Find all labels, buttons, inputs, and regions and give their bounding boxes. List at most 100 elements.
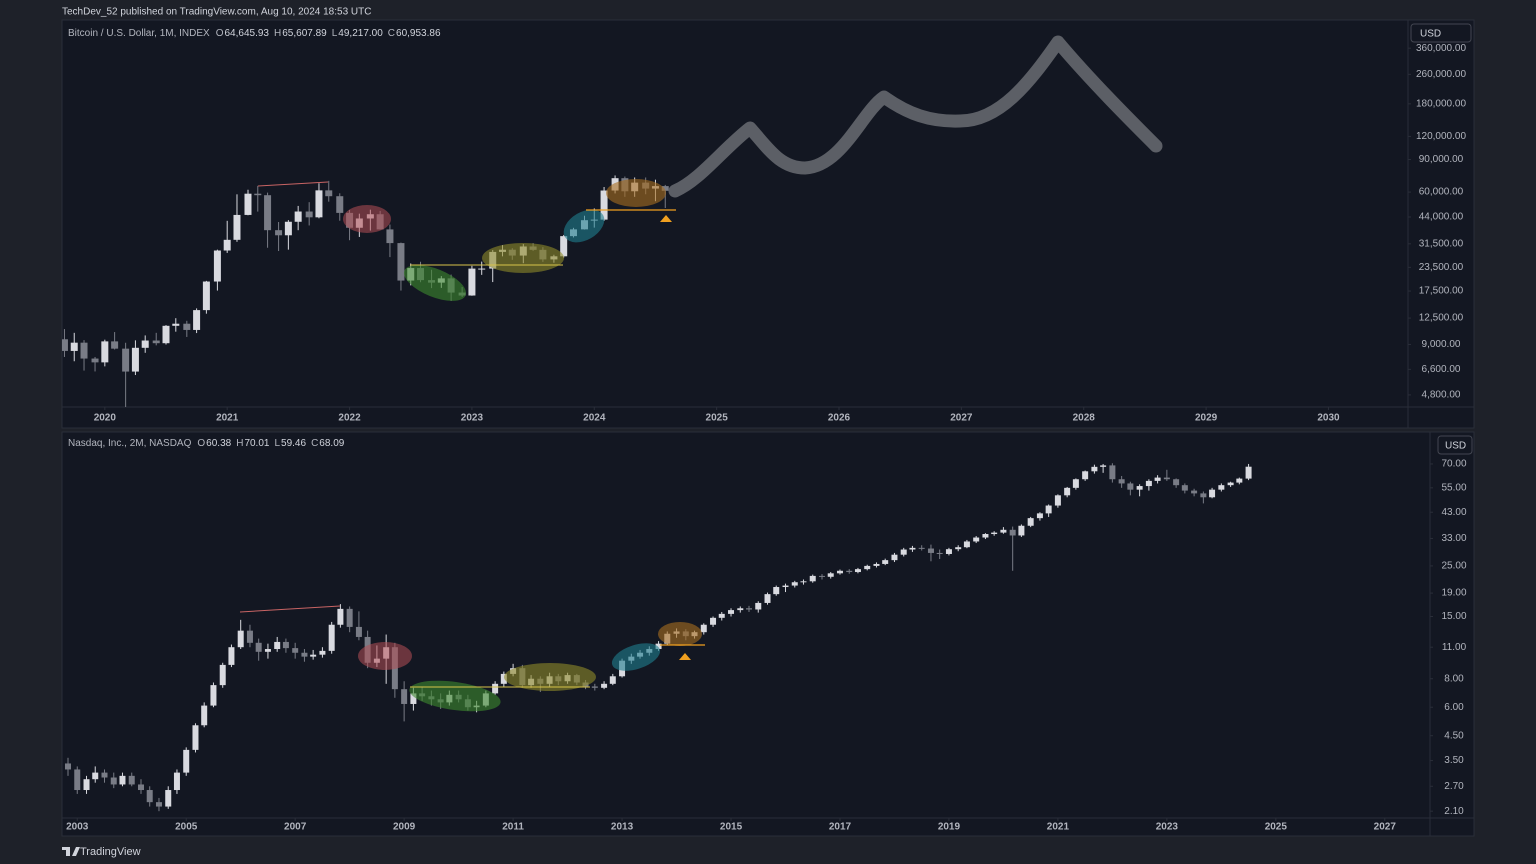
x-tick-label: 2007 <box>284 822 307 833</box>
y-tick-label: 2.70 <box>1444 781 1464 792</box>
candle-body <box>854 569 861 573</box>
candle-body <box>773 587 780 595</box>
y-tick-label: 4,800.00 <box>1422 390 1461 401</box>
candle-body <box>864 565 871 570</box>
candle-body <box>1236 478 1243 483</box>
pane <box>61 431 1475 837</box>
candle-body <box>101 772 108 778</box>
legend-value: 65,607.89 <box>282 28 327 39</box>
candle-body <box>1064 487 1071 496</box>
x-tick-label: 2024 <box>583 413 606 424</box>
candle-body <box>246 630 253 643</box>
candle-body <box>137 784 144 791</box>
legend-value: 59.46 <box>281 438 306 449</box>
candle-body <box>1245 466 1252 479</box>
candle-body <box>101 341 109 363</box>
legend-label: O <box>197 438 205 449</box>
candle-body <box>846 570 853 573</box>
candle-body <box>146 790 153 803</box>
x-tick-label: 2027 <box>950 413 973 424</box>
candle-body <box>991 532 998 535</box>
x-tick-label: 2011 <box>502 822 524 833</box>
candle-body <box>945 549 952 554</box>
candle-body <box>1045 505 1052 514</box>
drawn-line <box>257 181 329 187</box>
candle-body <box>305 211 313 218</box>
candle-body <box>183 323 191 330</box>
y-tick-label: 12,500.00 <box>1419 313 1464 324</box>
x-tick-label: 2009 <box>393 822 416 833</box>
highlight <box>409 680 501 712</box>
legend-label: O <box>216 28 224 39</box>
y-tick-label: 180,000.00 <box>1416 98 1466 109</box>
candle-body <box>1209 489 1216 498</box>
candle-body <box>282 641 289 649</box>
y-tick-label: 15.00 <box>1441 611 1466 622</box>
currency-badge[interactable] <box>1410 23 1472 43</box>
candle-body <box>386 229 394 244</box>
legend-value: 70.01 <box>244 438 269 449</box>
annotations <box>239 605 705 712</box>
candle-body <box>62 339 68 351</box>
candle-body <box>1163 477 1170 480</box>
candle-body <box>955 547 962 550</box>
candle-body <box>1027 518 1034 526</box>
projection-sketch <box>668 35 1163 198</box>
candle-body <box>1127 483 1134 490</box>
candle-body <box>274 641 281 650</box>
candle-body <box>973 537 980 542</box>
y-tick-label: 2.10 <box>1444 806 1464 817</box>
highlight <box>504 663 596 691</box>
y-tick-label: 33.00 <box>1441 533 1466 544</box>
candle-body <box>927 548 934 553</box>
candle-body <box>755 602 762 610</box>
x-tick-label: 2023 <box>461 413 484 424</box>
candle-body <box>233 214 241 240</box>
candle-body <box>591 686 598 688</box>
candle-body <box>1082 471 1089 480</box>
candle-body <box>64 763 71 770</box>
candle-body <box>410 693 417 704</box>
currency: USD <box>1445 441 1466 452</box>
candle-body <box>1018 525 1025 536</box>
drawn-line <box>239 605 341 613</box>
candle-body <box>237 630 244 648</box>
legend-value: 60.38 <box>206 438 231 449</box>
x-tick-label: 2023 <box>1156 822 1179 833</box>
series-legend: Nasdaq, Inc., 2M, NASDAQ O60.38 H70.01 L59.… <box>68 438 345 449</box>
candle-body <box>1054 495 1061 506</box>
legend-label: C <box>311 438 318 449</box>
x-tick-label: 2027 <box>1374 822 1397 833</box>
candle-body <box>900 549 907 555</box>
candle-body <box>600 190 608 220</box>
y-tick-label: 55.00 <box>1441 482 1466 493</box>
legend-label: H <box>236 438 243 449</box>
legend-label: L <box>274 438 280 449</box>
candle-body <box>141 340 149 348</box>
candle-body <box>1145 480 1152 487</box>
candle-body <box>963 541 970 548</box>
candle-body <box>328 624 335 651</box>
x-tick-label: 2005 <box>175 822 198 833</box>
candle-body <box>155 802 162 807</box>
candle-body <box>1181 485 1188 491</box>
candle-body <box>500 673 507 684</box>
candle-body <box>601 683 608 688</box>
y-tick-label: 260,000.00 <box>1416 69 1466 80</box>
candle-body <box>836 570 843 574</box>
candle-body <box>882 560 889 564</box>
currency-badge[interactable] <box>1437 435 1473 455</box>
candle-body <box>478 268 486 270</box>
y-tick-label: 19.00 <box>1441 588 1466 599</box>
candle-body <box>183 749 190 773</box>
x-tick-label: 2015 <box>720 822 743 833</box>
x-tick-label: 2025 <box>706 413 729 424</box>
candle-body <box>982 534 989 538</box>
candle-body <box>918 547 925 549</box>
y-tick-label: 25.00 <box>1441 561 1466 572</box>
candle-body <box>1200 493 1207 498</box>
series-legend: Bitcoin / U.S. Dollar, 1M, INDEX O64,645.… <box>68 28 441 39</box>
candle-body <box>255 642 262 652</box>
x-tick-label: 2019 <box>938 822 961 833</box>
